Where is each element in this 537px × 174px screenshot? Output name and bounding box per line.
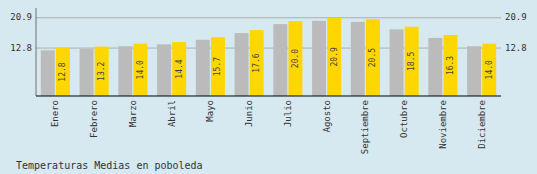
y-tick-label: 12.8 — [10, 43, 32, 53]
data-label: 12.8 — [58, 62, 67, 81]
x-tick-label: Octubre — [399, 100, 409, 138]
series-bars — [41, 21, 481, 96]
x-tick-label: Septiembre — [360, 100, 370, 154]
bar — [56, 48, 70, 96]
bar — [288, 21, 302, 96]
bar — [80, 49, 94, 96]
x-tick-label: Mayo — [205, 100, 215, 122]
series-bars — [56, 18, 496, 96]
data-label: 13.2 — [97, 61, 106, 80]
data-label: 16.3 — [446, 56, 455, 75]
bar — [250, 30, 264, 96]
bar — [366, 19, 380, 96]
bar — [133, 44, 147, 96]
bar — [273, 24, 287, 96]
bar — [118, 46, 132, 96]
data-label: 18.5 — [407, 52, 416, 71]
y-axis-line — [36, 8, 37, 96]
bar — [211, 37, 225, 96]
data-label: 14.0 — [136, 60, 145, 79]
x-tick-label: Marzo — [128, 100, 138, 127]
data-label: 14.0 — [485, 60, 494, 79]
bar — [196, 40, 210, 96]
y2-tick-label: 12.8 — [505, 43, 527, 53]
bar — [467, 46, 481, 96]
data-labels: 12.8 13.2 14.0 14.4 15.7 17.6 20.0 20.9 20.5 18.5… — [58, 47, 493, 82]
data-label: 15.7 — [213, 57, 222, 76]
x-tick-label: Abril — [167, 100, 177, 127]
bar — [157, 44, 171, 96]
bar — [351, 22, 365, 96]
data-label: 20.9 — [330, 47, 339, 66]
data-label: 17.6 — [252, 53, 261, 72]
bar — [235, 33, 249, 96]
x-tick-label: Febrero — [89, 100, 99, 138]
bars — [41, 18, 496, 96]
bar — [41, 50, 55, 96]
bar — [443, 35, 457, 96]
data-label: 20.5 — [368, 48, 377, 67]
x-tick-labels: Enero Febrero Marzo Abril Mayo Junio Julio Agos… — [50, 100, 486, 154]
bar — [482, 44, 496, 96]
bar — [405, 27, 419, 96]
background — [0, 0, 537, 174]
data-label: 20.0 — [291, 49, 300, 68]
bar — [172, 42, 186, 96]
y2-tick-label: 20.9 — [505, 12, 527, 22]
title: Temperaturas Medias en poboleda — [16, 160, 203, 171]
x-axis-line — [36, 96, 501, 97]
x-tick-label: Agosto — [322, 100, 332, 133]
chart: 12.8 12.8 20.9 20.9 12.8 13.2 14.0 14.4 15.7 17.6… — [0, 0, 537, 174]
data-label: 14.4 — [175, 59, 184, 78]
bar — [390, 29, 404, 96]
x-tick-label: Junio — [244, 100, 254, 127]
x-tick-label: Diciembre — [477, 100, 487, 149]
bar — [428, 38, 442, 96]
x-tick-label: Julio — [283, 100, 293, 127]
x-tick-label: Noviembre — [438, 100, 448, 149]
y-tick-label: 20.9 — [10, 12, 32, 22]
grid-line — [36, 17, 501, 18]
bar — [95, 47, 109, 96]
x-tick-label: Enero — [50, 100, 60, 127]
bar — [327, 18, 341, 96]
bar — [312, 21, 326, 96]
page: {"chart_data": {"type": "bar", "title": … — [0, 0, 537, 174]
